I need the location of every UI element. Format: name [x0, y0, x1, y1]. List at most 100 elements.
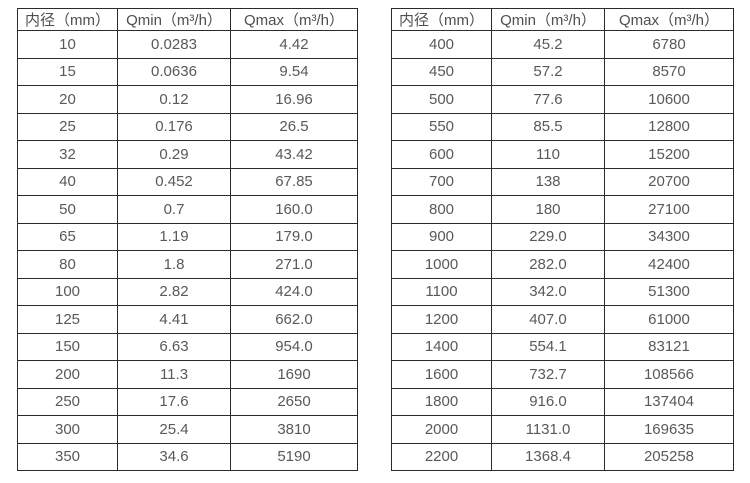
- table-cell: 125: [17, 305, 118, 334]
- table-cell: 342.0: [491, 277, 605, 306]
- table-cell: 8570: [604, 57, 734, 86]
- table-cell: 83121: [604, 332, 734, 361]
- table-cell: 138: [491, 167, 605, 196]
- table-cell: 954.0: [230, 332, 358, 361]
- header-row: 内径（mm） Qmin（m³/h） Qmax（m³/h）: [17, 8, 358, 31]
- table-cell: 0.0636: [117, 57, 231, 86]
- table-cell: 67.85: [230, 167, 358, 196]
- table-cell: 271.0: [230, 250, 358, 279]
- col-header-qmin: Qmin（m³/h）: [491, 8, 605, 31]
- col-header-diameter: 内径（mm）: [391, 8, 492, 31]
- table-row: 10 0.0283 4.42: [17, 30, 358, 59]
- table-row: 1000 282.0 42400: [391, 250, 734, 279]
- table-row: 1400 554.1 83121: [391, 332, 734, 361]
- table-cell: 250: [17, 387, 118, 416]
- large-diameter-flow-table: 内径（mm） Qmin（m³/h） Qmax（m³/h） 400 45.2 6780…: [391, 8, 734, 471]
- table-row: 550 85.5 12800: [391, 112, 734, 141]
- table-cell: 229.0: [491, 222, 605, 251]
- table-cell: 662.0: [230, 305, 358, 334]
- table-cell: 80: [17, 250, 118, 279]
- table-cell: 407.0: [491, 305, 605, 334]
- table-cell: 1000: [391, 250, 492, 279]
- table-cell: 45.2: [491, 30, 605, 59]
- table-cell: 100: [17, 277, 118, 306]
- table-row: 125 4.41 662.0: [17, 305, 358, 334]
- table-row: 450 57.2 8570: [391, 57, 734, 86]
- table-row: 500 77.6 10600: [391, 85, 734, 114]
- table-cell: 500: [391, 85, 492, 114]
- table-cell: 1690: [230, 360, 358, 389]
- table-row: 65 1.19 179.0: [17, 222, 358, 251]
- table-cell: 1800: [391, 387, 492, 416]
- table-row: 150 6.63 954.0: [17, 332, 358, 361]
- table-cell: 2200: [391, 442, 492, 471]
- table-row: 50 0.7 160.0: [17, 195, 358, 224]
- table-cell: 3810: [230, 415, 358, 444]
- col-header-qmin: Qmin（m³/h）: [117, 8, 231, 31]
- table-row: 80 1.8 271.0: [17, 250, 358, 279]
- table-body: 10 0.0283 4.42 15 0.0636 9.54 20 0.12 16.96 25 0.1…: [17, 30, 358, 471]
- table-cell: 20: [17, 85, 118, 114]
- table-cell: 27100: [604, 195, 734, 224]
- table-cell: 34300: [604, 222, 734, 251]
- table-row: 1100 342.0 51300: [391, 277, 734, 306]
- table-row: 350 34.6 5190: [17, 442, 358, 471]
- table-cell: 200: [17, 360, 118, 389]
- table-cell: 12800: [604, 112, 734, 141]
- table-cell: 6780: [604, 30, 734, 59]
- table-cell: 10600: [604, 85, 734, 114]
- table-cell: 1131.0: [491, 415, 605, 444]
- table-row: 300 25.4 3810: [17, 415, 358, 444]
- table-cell: 61000: [604, 305, 734, 334]
- table-cell: 16.96: [230, 85, 358, 114]
- table-cell: 550: [391, 112, 492, 141]
- table-row: 200 11.3 1690: [17, 360, 358, 389]
- table-cell: 17.6: [117, 387, 231, 416]
- table-row: 100 2.82 424.0: [17, 277, 358, 306]
- table-row: 600 110 15200: [391, 140, 734, 169]
- table-cell: 1.19: [117, 222, 231, 251]
- table-cell: 20700: [604, 167, 734, 196]
- table-cell: 110: [491, 140, 605, 169]
- table-cell: 732.7: [491, 360, 605, 389]
- table-cell: 160.0: [230, 195, 358, 224]
- table-row: 20 0.12 16.96: [17, 85, 358, 114]
- table-cell: 554.1: [491, 332, 605, 361]
- header-row: 内径（mm） Qmin（m³/h） Qmax（m³/h）: [391, 8, 734, 31]
- table-cell: 85.5: [491, 112, 605, 141]
- table-cell: 42400: [604, 250, 734, 279]
- table-cell: 205258: [604, 442, 734, 471]
- table-cell: 15: [17, 57, 118, 86]
- table-cell: 916.0: [491, 387, 605, 416]
- table-cell: 1200: [391, 305, 492, 334]
- table-cell: 1100: [391, 277, 492, 306]
- table-cell: 900: [391, 222, 492, 251]
- table-row: 900 229.0 34300: [391, 222, 734, 251]
- table-body: 400 45.2 6780 450 57.2 8570 500 77.6 10600 550 85.…: [391, 30, 734, 471]
- table-cell: 108566: [604, 360, 734, 389]
- table-cell: 4.41: [117, 305, 231, 334]
- table-cell: 0.176: [117, 112, 231, 141]
- table-cell: 180: [491, 195, 605, 224]
- table-cell: 150: [17, 332, 118, 361]
- table-row: 800 180 27100: [391, 195, 734, 224]
- table-row: 32 0.29 43.42: [17, 140, 358, 169]
- table-cell: 350: [17, 442, 118, 471]
- table-cell: 137404: [604, 387, 734, 416]
- table-cell: 1400: [391, 332, 492, 361]
- table-cell: 600: [391, 140, 492, 169]
- table-cell: 77.6: [491, 85, 605, 114]
- table-cell: 43.42: [230, 140, 358, 169]
- table-cell: 34.6: [117, 442, 231, 471]
- table-cell: 4.42: [230, 30, 358, 59]
- small-diameter-flow-table: 内径（mm） Qmin（m³/h） Qmax（m³/h） 10 0.0283 4.4…: [17, 8, 358, 471]
- table-row: 15 0.0636 9.54: [17, 57, 358, 86]
- col-header-qmax: Qmax（m³/h）: [604, 8, 734, 31]
- table-cell: 5190: [230, 442, 358, 471]
- table-cell: 57.2: [491, 57, 605, 86]
- table-cell: 0.452: [117, 167, 231, 196]
- table-row: 40 0.452 67.85: [17, 167, 358, 196]
- table-row: 1200 407.0 61000: [391, 305, 734, 334]
- table-cell: 2.82: [117, 277, 231, 306]
